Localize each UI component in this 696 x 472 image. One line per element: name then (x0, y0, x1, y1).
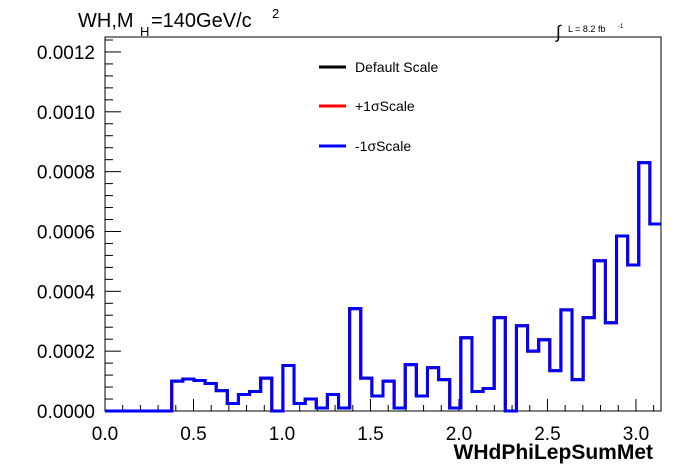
legend-label-default: Default Scale (355, 59, 438, 75)
x-tick-label: 0.5 (180, 424, 206, 445)
x-tick-label: 0.0 (92, 424, 118, 445)
x-tick-label: 1.5 (357, 424, 383, 445)
y-tick-label: 0.0006 (37, 222, 95, 243)
y-tick-label: 0.0012 (37, 43, 95, 64)
legend: Default Scale +1σScale -1σScale (319, 59, 438, 154)
x-tick-label: 2.0 (446, 424, 472, 445)
integral-sign: ∫ (554, 22, 562, 42)
title-subscript: H (140, 24, 149, 39)
x-tick-label: 2.5 (534, 424, 560, 445)
y-tick-label: 0.0010 (37, 103, 95, 124)
legend-label-minus1sigma: -1σScale (355, 138, 411, 154)
y-axis: 0.0000 0.0002 0.0004 0.0006 0.0008 0.0010 0.00… (37, 37, 121, 423)
luminosity-superscript: -1 (618, 24, 624, 30)
title-rest: =140GeV/c (151, 10, 252, 32)
y-tick-label: 0.0000 (37, 402, 95, 423)
x-axis: 0.0 0.5 1.0 1.5 2.0 2.5 3.0 (92, 399, 661, 445)
y-tick-label: 0.0004 (37, 282, 96, 303)
y-tick-label: 0.0002 (37, 342, 95, 363)
title-superscript: 2 (272, 6, 279, 21)
x-axis-title: WHdPhiLepSumMet (454, 441, 654, 464)
title-main: WH,M (78, 10, 134, 32)
histogram-series-2 (105, 161, 661, 413)
x-tick-label: 3.0 (623, 424, 649, 445)
luminosity-label: L = 8.2 fb (568, 24, 605, 34)
y-tick-label: 0.0008 (37, 163, 95, 184)
series-layer (105, 161, 661, 413)
x-tick-label: 1.0 (269, 424, 295, 445)
legend-label-plus1sigma: +1σScale (355, 98, 415, 114)
